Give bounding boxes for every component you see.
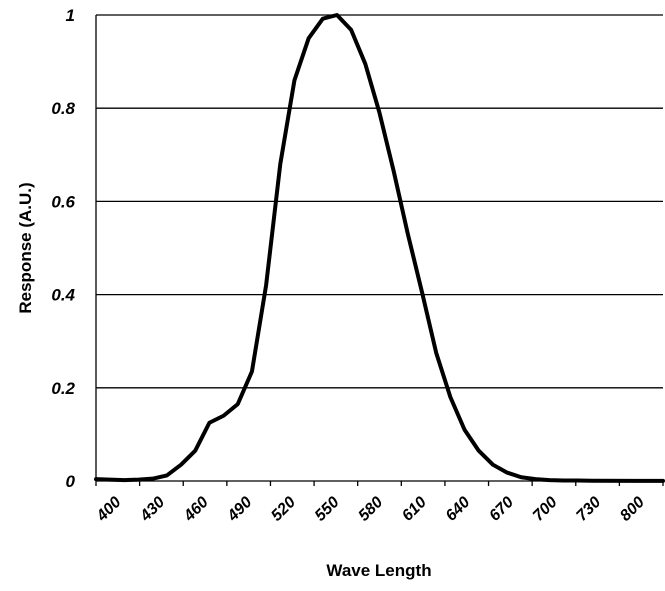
data-point-29 <box>505 471 509 475</box>
x-tick-label-12: 800 <box>617 494 648 525</box>
data-point-24 <box>434 351 438 355</box>
data-point-12 <box>264 283 268 287</box>
data-point-6 <box>179 463 183 467</box>
data-point-31 <box>533 477 537 481</box>
data-point-26 <box>463 428 467 432</box>
data-point-11 <box>250 369 254 373</box>
data-point-8 <box>207 421 211 425</box>
series <box>94 13 665 483</box>
data-point-21 <box>392 169 396 173</box>
data-point-15 <box>307 36 311 40</box>
x-tick-label-6: 580 <box>355 494 386 525</box>
data-point-22 <box>406 232 410 236</box>
data-point-35 <box>590 479 594 483</box>
data-point-33 <box>562 479 566 483</box>
y-tick-label-4: 0.8 <box>51 99 75 118</box>
x-tick-label-1: 430 <box>137 494 169 526</box>
x-tick-label-4: 520 <box>268 494 299 525</box>
axes <box>95 15 664 486</box>
x-tick-label-7: 610 <box>399 494 430 525</box>
data-point-4 <box>151 477 155 481</box>
data-point-3 <box>137 478 141 482</box>
gridlines <box>96 14 663 389</box>
data-point-18 <box>349 28 353 32</box>
data-point-7 <box>193 449 197 453</box>
y-tick-labels: 0 0.2 0.4 0.6 0.8 1 <box>51 6 75 491</box>
data-point-0 <box>94 477 98 481</box>
y-tick-label-0: 0 <box>66 472 76 491</box>
x-tick-label-9: 670 <box>486 494 517 525</box>
x-tick-label-2: 460 <box>180 494 212 526</box>
y-tick-label-1: 0.2 <box>51 379 75 398</box>
y-tick-label-5: 1 <box>66 6 75 25</box>
data-point-23 <box>420 290 424 294</box>
data-point-10 <box>236 402 240 406</box>
x-tick-label-8: 640 <box>443 494 474 525</box>
y-tick-label-3: 0.6 <box>51 192 75 211</box>
data-point-34 <box>576 479 580 483</box>
y-axis-title: Response (A.U.) <box>16 182 35 313</box>
x-tick-label-3: 490 <box>224 494 256 526</box>
data-point-20 <box>378 111 381 115</box>
data-point-13 <box>278 162 282 166</box>
data-point-25 <box>448 395 452 399</box>
y-tick-label-2: 0.4 <box>51 286 75 305</box>
data-point-1 <box>108 478 112 482</box>
x-tick-label-5: 550 <box>312 494 343 525</box>
data-point-36 <box>661 479 665 483</box>
data-point-19 <box>363 62 367 66</box>
data-point-16 <box>321 17 325 21</box>
data-point-27 <box>477 449 481 453</box>
series-line-0 <box>94 13 665 483</box>
x-tick-label-10: 700 <box>530 494 561 525</box>
data-point-17 <box>335 13 339 17</box>
x-tick-labels: 400 430 460 490 520 550 580 610 640 670 700 730 800 <box>93 494 648 526</box>
data-point-14 <box>292 78 296 82</box>
data-point-28 <box>491 463 495 467</box>
data-point-9 <box>222 414 226 418</box>
x-axis-title: Wave Length <box>326 561 431 580</box>
data-point-32 <box>548 478 552 482</box>
x-tick-label-11: 730 <box>574 494 605 525</box>
data-point-2 <box>122 478 126 482</box>
data-point-30 <box>519 475 523 479</box>
data-point-5 <box>165 473 169 477</box>
x-tick-label-0: 400 <box>93 494 125 526</box>
